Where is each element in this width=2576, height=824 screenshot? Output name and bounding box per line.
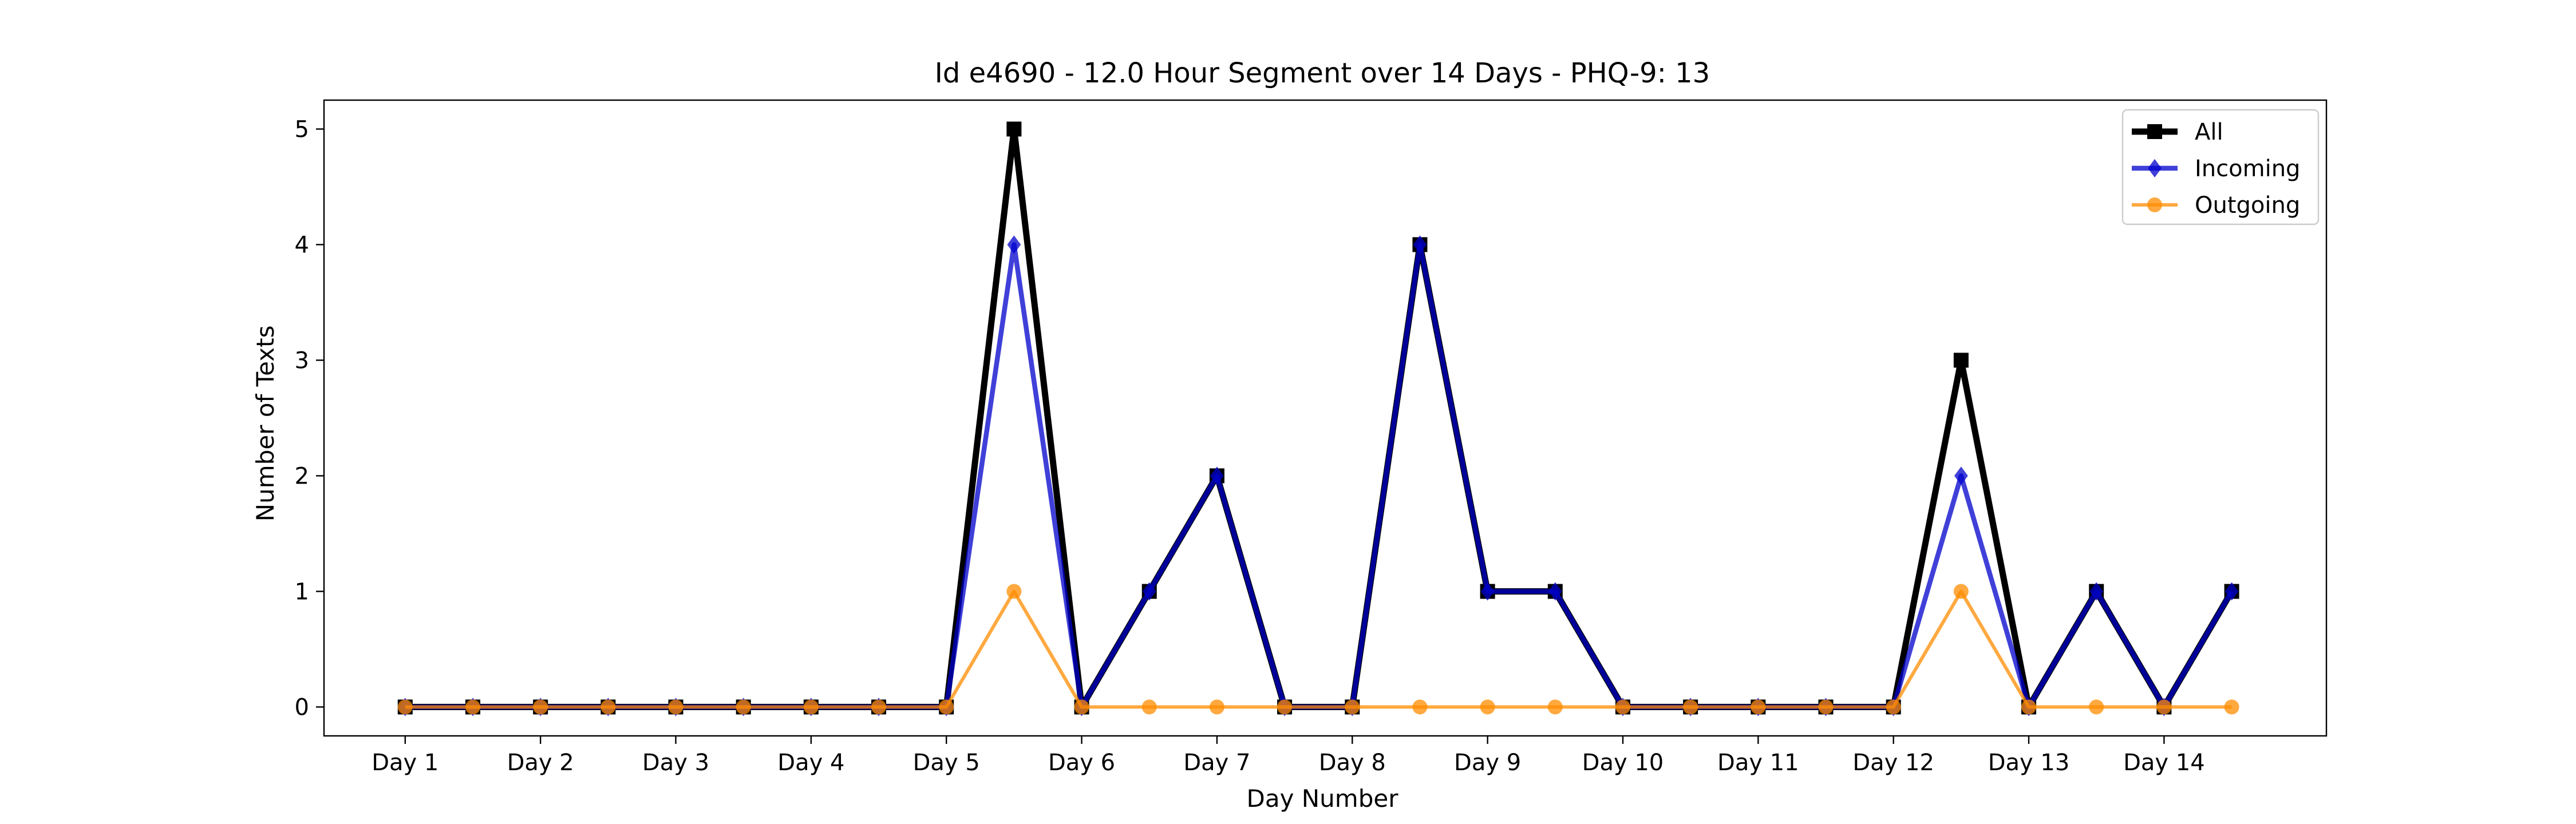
- data-point-outgoing: [1074, 699, 1089, 715]
- y-tick-label: 1: [295, 579, 309, 605]
- y-axis-label: Number of Texts: [251, 326, 279, 522]
- data-point-outgoing: [803, 699, 819, 715]
- plot-area: 0 1 2 3 4 5 Day 1 Day 2 Day 3 Day 4 Day 5 Day 6 Day …: [295, 99, 2328, 776]
- legend-label-outgoing: Outgoing: [2195, 192, 2300, 219]
- legend-label-incoming: Incoming: [2195, 156, 2300, 182]
- data-point-outgoing: [1006, 584, 1022, 599]
- data-point-outgoing: [1751, 699, 1766, 715]
- x-axis-label: Day Number: [1246, 785, 1398, 813]
- data-point-outgoing: [668, 699, 683, 715]
- legend-box: [2121, 109, 2320, 225]
- x-tick-label: Day 8: [1319, 750, 1386, 776]
- x-tick-label: Day 1: [372, 750, 438, 776]
- data-point-incoming: [1210, 466, 1224, 485]
- data-point-outgoing: [1277, 699, 1293, 715]
- x-tick-label: Day 3: [642, 750, 709, 776]
- data-point-outgoing: [939, 699, 954, 715]
- legend-marker-incoming: [2148, 159, 2162, 178]
- data-point-outgoing: [2224, 699, 2239, 715]
- y-tick-label: 2: [295, 464, 309, 490]
- x-tick-label: Day 10: [1582, 750, 1664, 776]
- y-tick-label: 0: [295, 695, 309, 721]
- data-point-outgoing: [1547, 699, 1563, 715]
- data-point-incoming: [1548, 582, 1562, 601]
- chart-title: Id e4690 - 12.0 Hour Segment over 14 Day…: [935, 57, 1710, 89]
- data-point-outgoing: [1683, 699, 1698, 715]
- data-point-outgoing: [1818, 699, 1834, 715]
- data-point-outgoing: [1886, 699, 1901, 715]
- y-tick-label: 3: [295, 348, 309, 374]
- data-point-outgoing: [1209, 699, 1224, 715]
- data-point-incoming: [1142, 582, 1156, 601]
- x-tick-label: Day 6: [1048, 750, 1115, 776]
- x-tick-label: Day 13: [1988, 750, 2070, 776]
- data-point-incoming: [2225, 582, 2239, 601]
- data-point-outgoing: [2156, 699, 2172, 715]
- x-tick-label: Day 14: [2123, 750, 2205, 776]
- data-point-outgoing: [736, 699, 751, 715]
- data-point-outgoing: [871, 699, 887, 715]
- x-tick-label: Day 11: [1717, 750, 1799, 776]
- x-tick-label: Day 9: [1454, 750, 1521, 776]
- data-point-outgoing: [1615, 699, 1630, 715]
- data-point-outgoing: [465, 699, 480, 715]
- legend: All Incoming Outgoing: [2121, 109, 2320, 225]
- data-point-outgoing: [600, 699, 616, 715]
- data-point-outgoing: [397, 699, 413, 715]
- x-tick-label: Day 5: [913, 750, 980, 776]
- data-point-outgoing: [1480, 699, 1495, 715]
- series-outgoing: [397, 584, 2239, 715]
- data-point-outgoing: [2021, 699, 2037, 715]
- y-tick-label: 4: [295, 232, 309, 259]
- data-point-incoming: [1954, 466, 1968, 485]
- data-point-outgoing: [1412, 699, 1428, 715]
- y-tick-label: 5: [295, 117, 309, 143]
- x-tick-label: Day 2: [507, 750, 574, 776]
- data-point-outgoing: [1141, 699, 1157, 715]
- data-point-outgoing: [2089, 699, 2104, 715]
- data-point-incoming: [1413, 235, 1427, 254]
- data-point-outgoing: [1345, 699, 1360, 715]
- data-point-incoming: [1480, 582, 1495, 601]
- x-tick-label: Day 12: [1852, 750, 1934, 776]
- plot-frame: [323, 99, 2328, 737]
- data-point-incoming: [2089, 582, 2104, 601]
- series-line-outgoing: [405, 589, 2232, 709]
- legend-label-all: All: [2195, 119, 2223, 145]
- data-point-all: [1953, 352, 1969, 368]
- data-point-outgoing: [1953, 584, 1969, 599]
- data-point-incoming: [1007, 235, 1021, 254]
- legend-marker-outgoing: [2147, 197, 2162, 212]
- data-point-all: [1006, 121, 1022, 137]
- legend-marker-all: [2147, 124, 2162, 139]
- x-tick-label: Day 4: [777, 750, 844, 776]
- x-tick-label: Day 7: [1183, 750, 1250, 776]
- data-point-outgoing: [533, 699, 548, 715]
